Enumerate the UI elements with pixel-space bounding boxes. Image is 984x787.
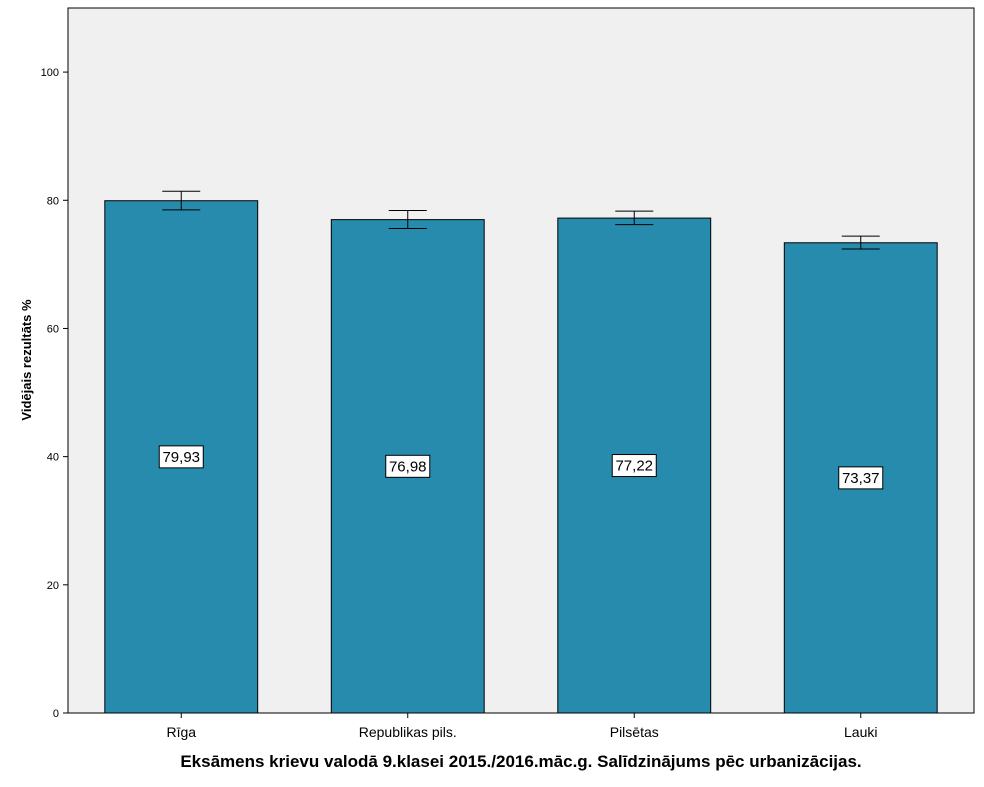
- y-tick-label: 20: [47, 580, 59, 592]
- y-tick-label: 100: [41, 67, 59, 79]
- data-label: 76,98: [389, 458, 427, 475]
- x-axis-title: Eksāmens krievu valodā 9.klasei 2015./20…: [180, 752, 861, 771]
- x-tick-label: Rīga: [166, 724, 196, 740]
- data-label-box: [158, 445, 204, 469]
- data-label-box: [838, 466, 884, 490]
- y-axis-title: Vidējais rezultāts %: [19, 299, 34, 421]
- data-label: 79,93: [162, 449, 200, 466]
- x-tick-label: Lauki: [844, 724, 877, 740]
- bars: 79,93 76,98 77,22 73,37: [104, 190, 938, 714]
- y-axis: 0 20 40 60 80 100: [41, 67, 68, 720]
- data-label-box: [385, 454, 431, 478]
- y-tick-label: 80: [47, 195, 59, 207]
- data-label: 73,37: [842, 470, 880, 487]
- data-label: 77,22: [615, 458, 653, 475]
- x-tick-label: Pilsētas: [610, 724, 659, 740]
- y-tick-label: 0: [53, 708, 59, 720]
- data-label-box: [611, 454, 657, 478]
- y-tick-label: 40: [47, 452, 59, 464]
- x-tick-label: Republikas pils.: [359, 724, 457, 740]
- x-axis: Rīga Republikas pils. Pilsētas Lauki: [166, 713, 877, 740]
- y-tick-label: 60: [47, 323, 59, 335]
